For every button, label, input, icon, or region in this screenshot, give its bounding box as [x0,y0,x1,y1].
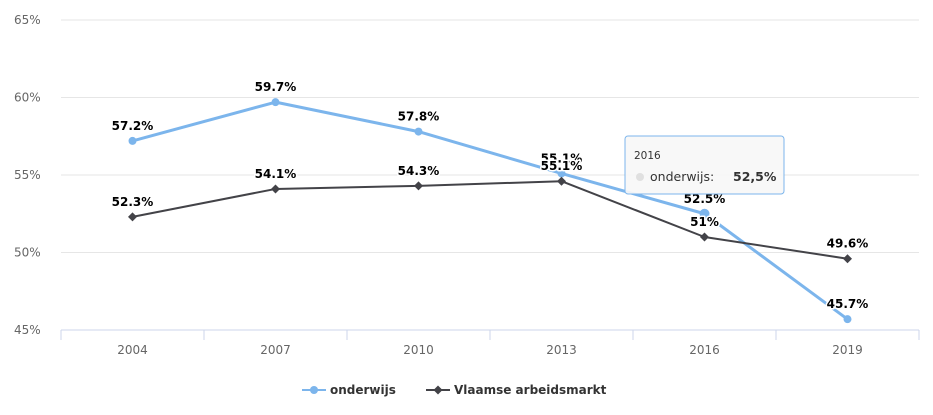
data-label-onderwijs: 59.7% [255,80,297,94]
y-tick-label: 60% [14,91,41,105]
data-point-onderwijs[interactable] [557,169,566,178]
x-tick-label: 2019 [832,343,863,357]
tooltip-value: 52,5% [733,169,777,184]
data-point-onderwijs[interactable] [128,136,137,145]
data-label-arbeidsmarkt: 52.3% [112,195,154,209]
tooltip-bullet-icon [636,173,644,181]
series-line-onderwijs [131,100,849,321]
data-label-arbeidsmarkt: 55.1% [541,159,583,173]
x-axis-labels: 2004 2007 2010 2013 2016 2019 [117,343,863,357]
y-tick-label: 45% [14,323,41,337]
x-tick-label: 2004 [117,343,148,357]
y-tick-label: 50% [14,246,41,260]
x-axis [60,329,920,340]
legend-label-onderwijs: onderwijs [330,383,396,397]
data-point-arbeidsmarkt[interactable] [700,232,709,242]
x-tick-label: 2010 [403,343,434,357]
data-point-onderwijs[interactable] [699,208,710,219]
circle-marker-icon [310,386,318,394]
data-label-onderwijs: 55.1% [541,151,583,165]
tooltip-header: 2016 [634,150,661,162]
data-label-arbeidsmarkt: 51% [690,215,719,229]
data-label-arbeidsmarkt: 49.6% [827,237,869,251]
data-label-arbeidsmarkt: 54.1% [255,167,297,181]
diamond-marker-icon [433,385,443,395]
legend: onderwijs Vlaamse arbeidsmarkt [302,383,607,397]
series-line-arbeidsmarkt [131,180,849,260]
data-point-arbeidsmarkt[interactable] [843,254,852,264]
y-tick-label: 55% [14,168,41,182]
data-point-arbeidsmarkt[interactable] [414,181,423,191]
data-point-onderwijs[interactable] [843,315,852,324]
series-group [128,98,852,324]
legend-label-arbeidsmarkt: Vlaamse arbeidsmarkt [454,383,607,397]
tooltip: 2016 onderwijs: 52,5% [624,135,785,195]
data-label-onderwijs: 57.2% [112,119,154,133]
x-tick-label: 2016 [689,343,720,357]
data-label-onderwijs: 45.7% [827,297,869,311]
data-point-arbeidsmarkt[interactable] [128,212,137,222]
x-tick-label: 2013 [546,343,577,357]
tooltip-box [624,135,785,195]
data-point-onderwijs[interactable] [414,127,423,136]
legend-item-arbeidsmarkt[interactable]: Vlaamse arbeidsmarkt [426,383,607,397]
data-point-arbeidsmarkt[interactable] [271,184,280,194]
data-labels: 57.2%59.7%57.8%55.1%52.5%45.7%52.3%54.1%… [110,79,870,313]
y-axis-labels: 45% 50% 55% 60% 65% [14,13,41,337]
data-label-onderwijs: 57.8% [398,110,440,124]
data-point-arbeidsmarkt[interactable] [557,176,566,186]
legend-item-onderwijs[interactable]: onderwijs [302,383,396,397]
data-label-arbeidsmarkt: 54.3% [398,164,440,178]
y-tick-label: 65% [14,13,41,27]
data-point-onderwijs[interactable] [271,98,280,107]
tooltip-series-label: onderwijs: [650,169,714,184]
grid-lines [61,19,919,253]
x-tick-label: 2007 [260,343,291,357]
